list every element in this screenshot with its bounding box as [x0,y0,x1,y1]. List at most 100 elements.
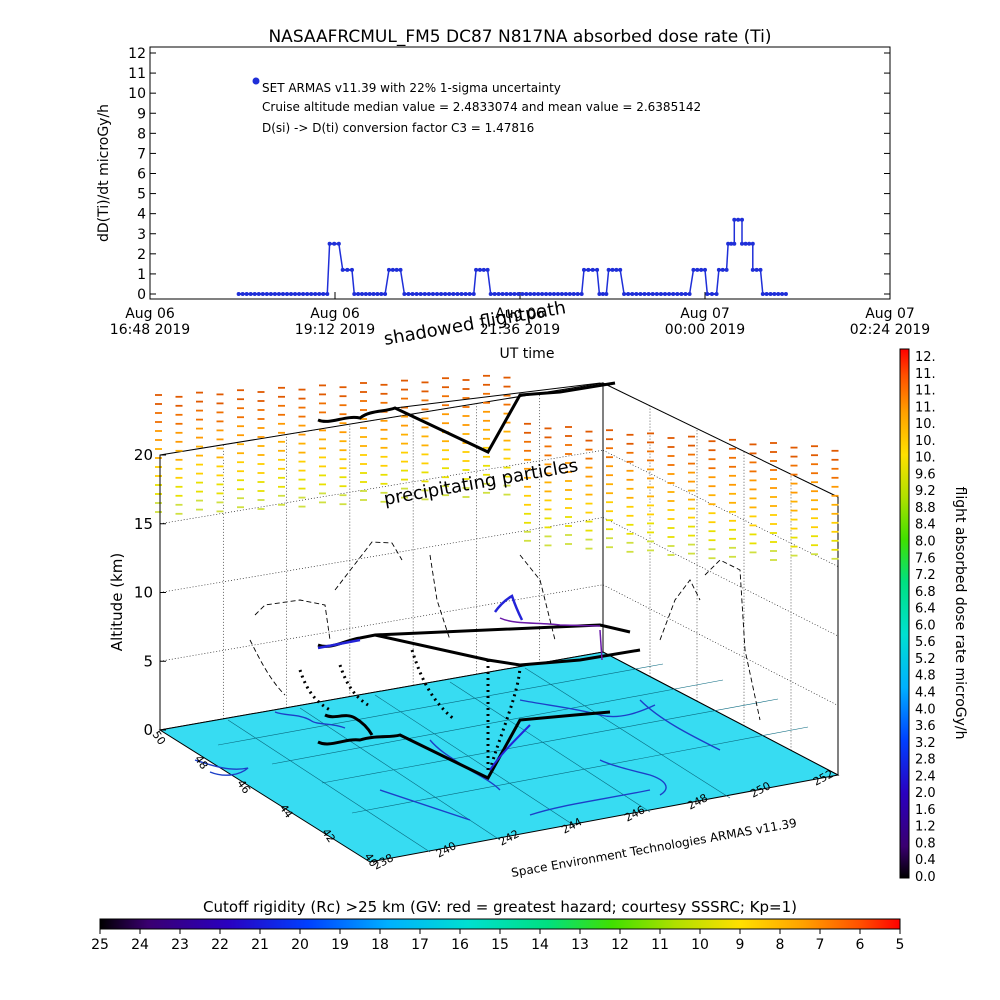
rigidity-colorbar-tick-label: 16 [451,937,469,953]
y-tick-label: 10 [128,86,146,102]
rigidity-colorbar-tick-label: 9 [736,937,745,953]
rigidity-colorbar-gradient [99,918,901,930]
dose-point [709,292,714,296]
dose-point [544,292,549,296]
dose-point [622,292,627,296]
dose-point [663,292,668,296]
dose-colorbar-tick-label: 5.6 [915,635,936,650]
rigidity-colorbar-tick-label: 15 [491,937,509,953]
dose-point [750,267,755,272]
dose-colorbar-tick-label: 0.8 [915,836,936,851]
z-tick-label: 20 [134,446,153,464]
dose-point [671,292,676,296]
y-tick-label: 7 [137,146,146,162]
y-tick-label: 8 [137,126,146,142]
rigidity-colorbar-tick-label: 24 [131,937,149,953]
flight-track-shadow-blue [489,724,531,771]
x-tick-label-time: 02:24 2019 [850,322,930,338]
dose-point [280,292,285,296]
dose-connector [384,269,390,295]
dose-point [760,292,765,296]
dose-point [600,292,605,296]
dose-point [264,292,269,296]
dose-point [508,292,513,296]
precipitating-particles [155,374,839,561]
dose-point [289,292,294,296]
y-tick-label: 2 [137,247,146,263]
dose-point [536,292,541,296]
dose-point [772,292,777,296]
dose-point [532,292,537,296]
dose-rate-plot: NASAAFRCMUL_FM5 DC87 N817NA absorbed dos… [96,27,930,362]
dose-point [699,267,704,272]
dose-colorbar-tick-label: 8.0 [915,535,936,550]
dose-point [297,292,302,296]
dose-point [363,292,368,296]
dose-point [729,241,734,246]
dose-point [555,292,560,296]
dose-point [528,292,533,296]
rigidity-colorbar-tick-label: 21 [251,937,269,953]
dose-point [610,267,615,272]
dose-colorbar-tick-label: 3.2 [915,736,936,751]
z-tick-label: 5 [143,652,153,670]
rigidity-colorbar-tick-label: 18 [371,937,389,953]
dose-point [244,292,249,296]
legend-marker [252,77,260,85]
dose-point [638,292,643,296]
dose-point [268,292,273,296]
dose-colorbar-tick-label: 7.6 [915,551,936,566]
dose-point [667,292,672,296]
dose-point [540,292,545,296]
y-tick-label: 11 [128,66,146,82]
dose-point [284,292,289,296]
dose-colorbar: 12.11.11.11.10.10.10.9.69.28.88.48.07.67… [899,348,968,885]
dose-point [356,292,361,296]
rigidity-colorbar-tick-label: 22 [211,937,229,953]
z-axis-label: Altitude (km) [108,553,126,651]
dose-point [736,217,741,222]
dose-point [626,292,631,296]
dose-colorbar-tick-label: 4.8 [915,669,936,684]
rigidity-colorbar-tick-label: 6 [856,937,865,953]
dose-point [764,292,769,296]
dose-point [394,267,399,272]
dose-point [240,292,245,296]
z-tick-label: 15 [134,515,153,533]
dose-point [327,241,332,246]
dose-colorbar-tick-label: 10. [915,417,936,432]
rigidity-colorbar-tick-label: 13 [571,937,589,953]
dose-point [726,241,731,246]
x-tick-label-date: Aug 07 [865,306,915,322]
dose-point [524,292,529,296]
plot-title: NASAAFRCMUL_FM5 DC87 N817NA absorbed dos… [268,27,771,47]
dose-point [386,267,391,272]
dose-connector [688,269,695,295]
dose-point [559,292,564,296]
dose-point [340,267,345,272]
y-tick-label: 1 [137,267,146,283]
dose-connector [596,269,601,295]
dose-point [474,267,479,272]
dose-point [768,292,773,296]
z-tick-label: 0 [143,721,153,739]
dose-point [496,292,501,296]
dose-colorbar-tick-label: 1.2 [915,820,936,835]
dose-point [780,292,785,296]
dose-colorbar-tick-label: 2.4 [915,769,936,784]
dose-point [463,292,468,296]
dose-point [520,292,525,296]
rigidity-colorbar-tick-label: 17 [411,937,429,953]
dose-point [563,292,568,296]
dose-colorbar-tick-label: 0.0 [915,870,936,885]
dose-point [367,292,372,296]
dose-point [430,292,435,296]
x-tick-label-date: Aug 06 [495,306,545,322]
dose-point [488,292,493,296]
dose-connector [759,269,764,295]
dose-connector [399,269,406,295]
dose-colorbar-tick-label: 5.2 [915,652,936,667]
rigidity-colorbar-tick-label: 11 [651,937,669,953]
x-tick-label-time: 00:00 2019 [665,322,745,338]
